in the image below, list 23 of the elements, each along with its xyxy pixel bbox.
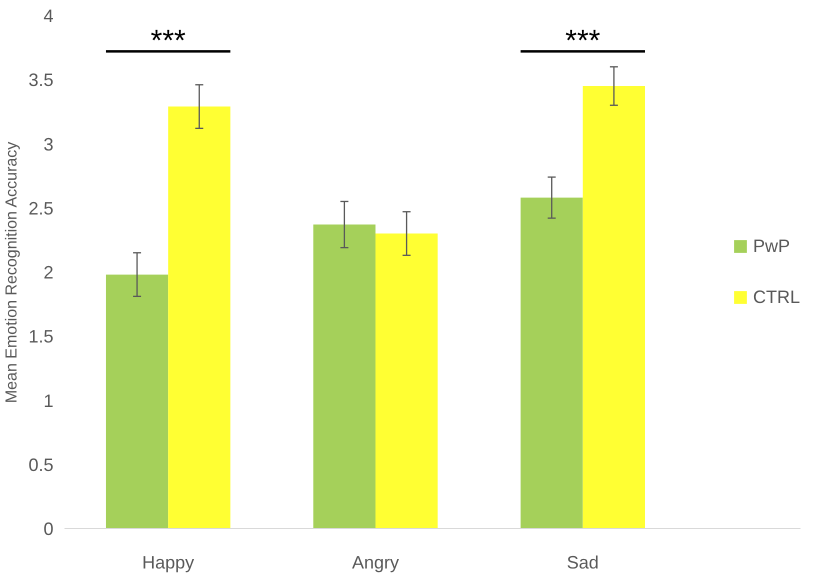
bar — [582, 86, 646, 528]
bar — [168, 106, 230, 528]
y-tick-label: 2.5 — [28, 198, 54, 218]
y-tick-label: 0.5 — [28, 454, 54, 475]
x-tick-label: Sad — [566, 552, 599, 572]
y-tick-label: 4 — [43, 6, 54, 26]
y-tick-label: 3 — [43, 134, 54, 154]
legend-label: CTRL — [752, 286, 800, 308]
y-tick-label: 2 — [43, 262, 54, 282]
y-tick-label: 1.5 — [28, 326, 54, 347]
bar — [375, 234, 438, 528]
legend-label: PwP — [752, 236, 790, 256]
y-tick-label: 3.5 — [28, 70, 54, 90]
y-tick-label: 0 — [43, 519, 54, 539]
bar — [313, 224, 376, 528]
bar — [520, 198, 583, 528]
annotation: *** — [150, 24, 186, 58]
x-tick-label: Happy — [142, 552, 194, 572]
y-tick-label: 1 — [43, 390, 54, 411]
bar — [106, 274, 168, 528]
annotation: *** — [565, 24, 601, 58]
y-axis-title: Mean Emotion Recognition Accuracy — [3, 142, 20, 404]
x-tick-label: Angry — [352, 552, 400, 572]
